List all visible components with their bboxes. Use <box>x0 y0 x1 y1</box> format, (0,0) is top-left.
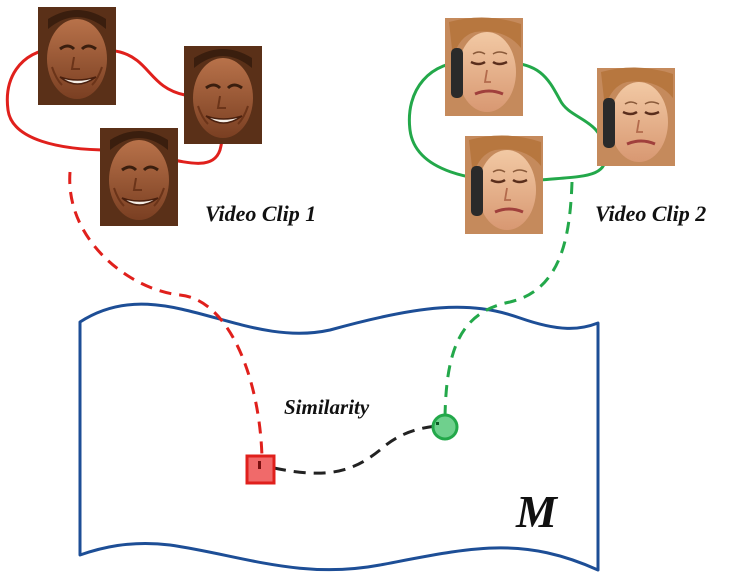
clip1-face-2 <box>182 44 264 146</box>
clip1-label: Video Clip 1 <box>205 201 316 226</box>
clip1-point-square <box>245 454 276 485</box>
clip1-face-1 <box>36 5 118 107</box>
clip1-face-3 <box>98 126 180 228</box>
similarity-link <box>273 424 437 475</box>
manifold-sheet <box>78 302 600 572</box>
clip2-face-1 <box>443 15 525 118</box>
clip2-projection-line <box>443 181 574 419</box>
manifold-label: M <box>515 486 559 537</box>
similarity-label: Similarity <box>284 395 370 419</box>
clip2-face-2 <box>595 65 677 168</box>
clip2-point-circle <box>431 413 459 441</box>
clip2-face-3 <box>463 133 545 236</box>
clip1-trajectory-curve <box>5 46 224 165</box>
clip1-projection-line <box>68 171 264 459</box>
clip2-trajectory-curve <box>407 60 608 183</box>
clip2-label: Video Clip 2 <box>595 201 706 226</box>
